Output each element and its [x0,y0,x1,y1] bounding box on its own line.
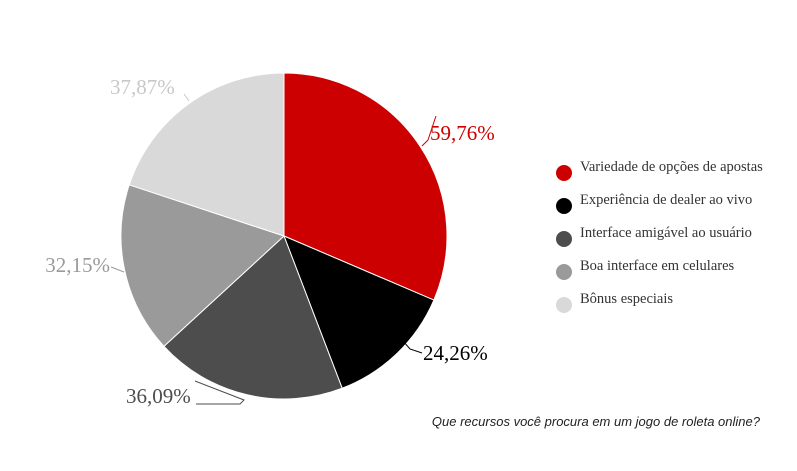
pie-slice[interactable] [128,72,285,237]
percentage-label: 24,26% [423,341,488,365]
leader-line [421,115,437,147]
legend-swatch [556,231,572,247]
leader-line [402,340,423,354]
legend-item[interactable]: Variedade de opções de apostas [556,158,786,181]
pie-slice[interactable] [283,235,435,389]
legend-label: Variedade de opções de apostas [580,159,763,175]
legend-item[interactable]: Interface amigável ao usuário [556,224,786,247]
legend-item[interactable]: Boa interface em celulares [556,257,786,280]
leader-line [183,93,190,102]
legend-label: Boa interface em celulares [580,258,735,274]
pie-slice[interactable] [163,235,343,400]
leader-line [110,266,125,273]
percentage-label: 36,09% [126,384,191,408]
pie-slice[interactable] [120,184,285,347]
leader-lines [110,93,437,405]
percentage-labels: 59,76% 24,26% 36,09% 32,15% 37,87% [45,75,495,408]
percentage-label: 59,76% [430,121,495,145]
survey-question: Que recursos você procura em um jogo de … [431,414,760,429]
percentage-label: 37,87% [110,75,175,99]
legend-swatch [556,297,572,313]
pie-slices [120,72,448,400]
legend-swatch [556,165,572,181]
legend-label: Interface amigável ao usuário [580,225,752,241]
leader-line [194,380,245,405]
legend-label: Experiência de dealer ao vivo [580,192,753,208]
legend-swatch [556,198,572,214]
legend-item[interactable]: Bônus especiais [556,290,786,313]
legend-item[interactable]: Experiência de dealer ao vivo [556,191,786,214]
pie-slice[interactable] [283,72,448,301]
chart-legend: Variedade de opções de apostas Experiênci… [556,158,786,323]
legend-label: Bônus especiais [580,291,674,307]
legend-swatch [556,264,572,280]
percentage-label: 32,15% [45,253,110,277]
